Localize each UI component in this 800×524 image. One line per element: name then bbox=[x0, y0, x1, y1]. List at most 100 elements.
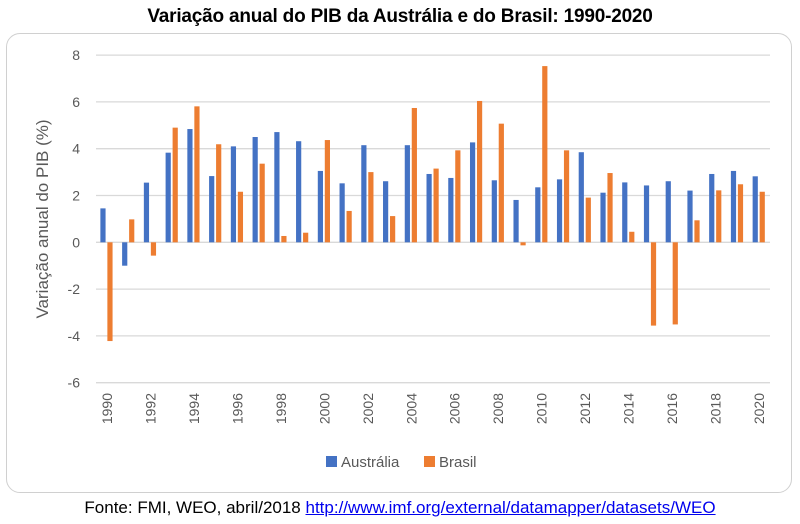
bar-australia-2006 bbox=[448, 177, 454, 243]
x-tick-label: 2006 bbox=[447, 393, 463, 424]
x-tick-label: 1990 bbox=[99, 393, 115, 424]
bar-brasil-2007 bbox=[476, 100, 483, 243]
bar-brasil-2015 bbox=[650, 242, 657, 326]
bar-brasil-2010 bbox=[542, 66, 548, 243]
y-tick-label: 6 bbox=[72, 94, 80, 110]
y-tick-label: 0 bbox=[72, 234, 80, 250]
x-axis-ticks: 1990 1992 1994 1996 1998 2000 2002 2004 2006 2008… bbox=[99, 393, 767, 424]
bar-brasil-1992 bbox=[150, 242, 157, 256]
bar-australia-1995 bbox=[209, 176, 215, 243]
bar-australia-2000 bbox=[317, 170, 323, 243]
source-link[interactable]: http://www.imf.org/external/datamapper/d… bbox=[305, 498, 716, 517]
bar-australia-1991 bbox=[122, 242, 128, 266]
bar-brasil-2001 bbox=[346, 210, 352, 243]
bar-australia-2012 bbox=[578, 152, 584, 243]
bar-australia-2009 bbox=[513, 199, 519, 243]
bar-brasil-2019 bbox=[737, 184, 744, 243]
bar-australia-1999 bbox=[296, 141, 302, 243]
x-tick-label: 2010 bbox=[534, 393, 550, 424]
bar-brasil-2017 bbox=[694, 220, 700, 243]
bar-brasil-1997 bbox=[259, 163, 265, 243]
bar-brasil-2016 bbox=[672, 242, 678, 325]
bar-brasil-2014 bbox=[629, 231, 635, 243]
bar-australia-1990 bbox=[100, 208, 106, 243]
x-tick-label: 2004 bbox=[403, 393, 419, 424]
x-tick-label: 2000 bbox=[316, 393, 332, 424]
bar-australia-2017 bbox=[687, 190, 693, 243]
x-tick-label: 2016 bbox=[664, 393, 680, 424]
y-tick-label: 4 bbox=[72, 141, 80, 157]
bar-australia-2003 bbox=[383, 181, 389, 243]
bar-brasil-1998 bbox=[281, 235, 287, 243]
bar-australia-2011 bbox=[556, 179, 563, 243]
y-tick-label: -6 bbox=[68, 375, 81, 391]
y-axis-label: Variação anual do PIB (%) bbox=[33, 119, 52, 318]
bar-australia-2008 bbox=[491, 180, 497, 243]
source-text: Fonte: FMI, WEO, abril/2018 bbox=[84, 498, 301, 517]
y-tick-label: 8 bbox=[72, 47, 80, 63]
bar-brasil-1990 bbox=[107, 242, 113, 342]
chart-frame bbox=[6, 33, 792, 493]
bar-brasil-1999 bbox=[303, 232, 309, 243]
bar-brasil-2005 bbox=[433, 168, 439, 243]
legend-swatch-brasil bbox=[424, 456, 435, 467]
gridlines bbox=[96, 54, 770, 384]
bar-brasil-2004 bbox=[411, 107, 417, 243]
bar-brasil-2009 bbox=[520, 242, 526, 246]
bar-australia-1993 bbox=[165, 152, 171, 243]
x-tick-label: 1994 bbox=[186, 393, 202, 424]
bar-australia-2005 bbox=[426, 173, 432, 243]
bar-australia-2020 bbox=[752, 176, 758, 243]
bar-brasil-2008 bbox=[498, 123, 504, 243]
bar-brasil-2018 bbox=[716, 190, 722, 243]
bar-brasil-2000 bbox=[324, 140, 330, 243]
x-tick-label: 2012 bbox=[577, 393, 593, 424]
y-tick-label: -2 bbox=[68, 281, 81, 297]
bar-brasil-2003 bbox=[390, 216, 396, 243]
bar-brasil-1993 bbox=[172, 127, 178, 243]
bar-australia-1994 bbox=[187, 129, 193, 243]
source-note: Fonte: FMI, WEO, abril/2018 http://www.i… bbox=[0, 498, 800, 518]
legend-label-australia: Austrália bbox=[341, 454, 400, 471]
y-tick-label: 2 bbox=[72, 188, 80, 204]
bar-brasil-1991 bbox=[129, 219, 135, 243]
bar-australia-1992 bbox=[143, 182, 150, 243]
bar-australia-2004 bbox=[404, 145, 410, 243]
bar-australia-2014 bbox=[622, 182, 628, 243]
bar-australia-2010 bbox=[535, 187, 541, 243]
legend: Austrália Brasil bbox=[326, 454, 477, 471]
bar-australia-1997 bbox=[252, 137, 258, 243]
bar-brasil-1994 bbox=[194, 106, 200, 243]
bar-brasil-2013 bbox=[607, 173, 613, 243]
x-tick-label: 2014 bbox=[621, 393, 637, 424]
bar-brasil-2002 bbox=[368, 172, 374, 243]
x-tick-label: 2008 bbox=[490, 393, 506, 424]
bar-australia-2007 bbox=[469, 142, 476, 243]
bar-australia-2018 bbox=[709, 173, 715, 243]
y-axis-ticks: 8 6 4 2 0 -2 -4 -6 bbox=[68, 47, 81, 391]
bar-australia-2019 bbox=[730, 170, 737, 243]
bar-australia-2001 bbox=[339, 183, 345, 243]
bar-australia-2016 bbox=[665, 181, 671, 243]
bar-brasil-2011 bbox=[563, 150, 570, 243]
bar-brasil-2020 bbox=[759, 191, 765, 243]
bar-australia-2013 bbox=[600, 192, 606, 243]
bar-australia-2002 bbox=[361, 145, 367, 243]
x-tick-label: 1998 bbox=[273, 393, 289, 424]
bar-brasil-1996 bbox=[237, 191, 244, 243]
bar-australia-1996 bbox=[230, 146, 237, 243]
bar-australia-2015 bbox=[643, 185, 650, 243]
x-tick-label: 2018 bbox=[708, 393, 724, 424]
legend-label-brasil: Brasil bbox=[439, 454, 477, 471]
bar-brasil-2006 bbox=[455, 150, 461, 243]
chart-title: Variação anual do PIB da Austrália e do … bbox=[147, 6, 653, 27]
bar-australia-1998 bbox=[274, 132, 280, 243]
bar-brasil-2012 bbox=[585, 197, 591, 243]
bars bbox=[100, 66, 765, 342]
x-tick-label: 1992 bbox=[142, 393, 158, 424]
y-tick-label: -4 bbox=[68, 328, 81, 344]
x-tick-label: 2002 bbox=[360, 393, 376, 424]
bar-brasil-1995 bbox=[216, 144, 222, 243]
x-tick-label: 2020 bbox=[751, 393, 767, 424]
